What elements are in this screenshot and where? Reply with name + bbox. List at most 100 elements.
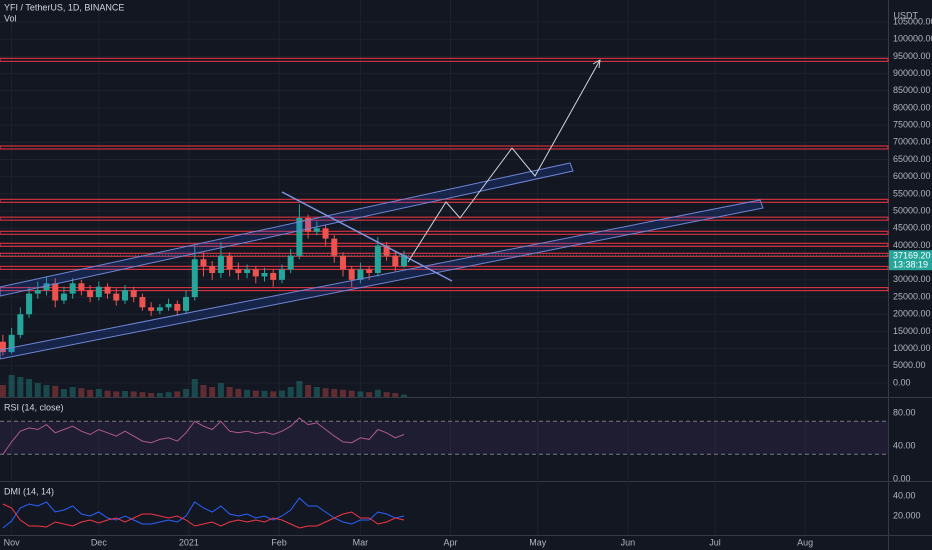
x-tick-label: 2021	[179, 537, 199, 547]
y-tick-label: 50000.00	[893, 205, 931, 215]
candle-body	[366, 269, 373, 273]
x-tick-label: Jul	[709, 537, 721, 547]
drawings	[0, 59, 764, 360]
candle-body	[78, 283, 85, 291]
levels	[0, 57, 889, 292]
candle-body	[401, 255, 408, 267]
candle-body	[261, 272, 268, 277]
x-tick-label: Mar	[353, 537, 369, 547]
dmi-tick-label: 20.000	[893, 510, 921, 520]
rsi-title: RSI (14, close)	[4, 402, 64, 412]
candle-body	[121, 290, 128, 301]
volume-bar	[331, 389, 338, 397]
candle-body	[0, 341, 6, 353]
candle-body	[165, 303, 172, 308]
y-tick-label: 65000.00	[893, 154, 931, 164]
volume-bar	[121, 391, 128, 397]
volume-bar	[348, 390, 355, 397]
x-tick-label: Jun	[621, 537, 636, 547]
volume-bar	[43, 385, 50, 397]
volume-title: Vol	[4, 13, 17, 23]
grid	[0, 0, 888, 535]
candle-body	[69, 283, 76, 294]
volume-bar	[226, 387, 233, 397]
volume-bar	[52, 385, 59, 397]
volume-bar	[296, 381, 303, 397]
candle-body	[278, 269, 285, 280]
volume-bar	[87, 389, 94, 397]
y-tick-label: 0.00	[893, 377, 911, 387]
volume-bar	[200, 385, 207, 397]
candle-body	[374, 245, 381, 273]
level-band	[0, 252, 889, 257]
candle-body	[313, 228, 320, 232]
candle-body	[305, 217, 312, 232]
candle-body	[348, 269, 355, 280]
candle-body	[296, 217, 303, 256]
volume-bar	[95, 389, 102, 397]
y-tick-label: 10000.00	[893, 343, 931, 353]
dmi-title: DMI (14, 14)	[4, 486, 54, 496]
candle-body	[8, 334, 15, 353]
volume-bar	[278, 390, 285, 397]
level-band	[0, 265, 889, 270]
y-tick-label: 70000.00	[893, 137, 931, 147]
x-tick-label: Nov	[4, 537, 21, 547]
volume-bar	[270, 391, 277, 397]
x-tick-label: Aug	[797, 537, 813, 547]
candle-body	[392, 255, 399, 267]
last-price-tag	[889, 250, 932, 271]
volume-bar	[0, 385, 6, 397]
candle-body	[244, 269, 251, 273]
y-tick-label: 80000.00	[893, 102, 931, 112]
candle-body	[331, 238, 338, 256]
candle-body	[322, 228, 329, 239]
volume-bar	[174, 391, 181, 397]
candle-body	[104, 286, 111, 294]
volume-bar	[26, 379, 33, 397]
rsi-tick-label: 40.00	[893, 440, 916, 450]
candle-body	[43, 283, 50, 291]
volume-bar	[165, 392, 172, 397]
volume-bar	[252, 390, 259, 397]
candle-body	[26, 293, 33, 315]
x-tick-label: Dec	[91, 537, 108, 547]
volume-bar	[235, 389, 242, 397]
volume-bar	[8, 375, 15, 397]
volume-bar	[130, 391, 137, 397]
candle-body	[357, 269, 364, 280]
y-tick-label: 75000.00	[893, 120, 931, 130]
candle-body	[113, 293, 120, 301]
volume-bar	[366, 392, 373, 397]
candle-body	[209, 266, 216, 273]
countdown: 13:38:19	[893, 260, 928, 270]
y-tick-label: 40000.00	[893, 240, 931, 250]
candle-body	[200, 259, 207, 267]
volume-bar	[183, 389, 190, 397]
volume-bar	[17, 377, 24, 397]
volume-bar	[305, 385, 312, 397]
symbol-title: YFI / TetherUS, 1D, BINANCE	[4, 2, 124, 12]
volume-bar	[156, 393, 163, 397]
candle-body	[191, 259, 198, 298]
volume-bar	[322, 388, 329, 397]
candle-body	[183, 297, 190, 311]
volume-bar	[217, 383, 224, 397]
currency: USDT	[894, 10, 919, 20]
y-tick-label: 30000.00	[893, 274, 931, 284]
candle-body	[217, 255, 224, 273]
last-price-label: 37169.20	[893, 251, 931, 261]
candle-body	[270, 272, 277, 280]
candle-body	[339, 255, 346, 270]
volume-bar	[113, 391, 120, 397]
volume-bar	[60, 389, 67, 397]
x-tick-label: May	[529, 537, 547, 547]
volume-bar	[139, 392, 146, 397]
dmi-line	[2, 497, 405, 529]
y-tick-label: 100000.00	[893, 34, 932, 44]
y-tick-label: 85000.00	[893, 85, 931, 95]
volume-bar	[261, 391, 268, 397]
volume-bar	[34, 383, 41, 397]
level-band	[0, 242, 889, 247]
